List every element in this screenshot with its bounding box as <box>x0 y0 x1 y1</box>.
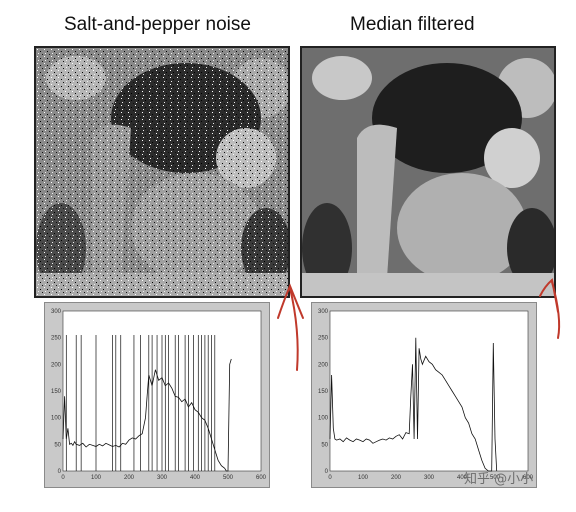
filtered-xtick-6: 600 <box>523 475 534 481</box>
noisy-xtick-6: 600 <box>256 475 267 481</box>
filtered-ytick-6: 300 <box>318 309 329 315</box>
filtered-ytick-0: 0 <box>325 469 329 475</box>
filtered-peppers-illustration <box>302 48 554 296</box>
filtered-ytick-3: 150 <box>318 389 329 395</box>
filtered-ytick-4: 200 <box>318 362 329 368</box>
noisy-xtick-1: 100 <box>91 475 102 481</box>
filtered-ytick-1: 50 <box>321 442 328 448</box>
noisy-profile-plot-frame: 0 100 200 300 400 500 600 0 50 100 150 200 250 300 <box>44 302 270 488</box>
noisy-profile-line <box>62 358 232 472</box>
red-arrow-left <box>277 283 304 371</box>
noisy-xtick-0: 0 <box>61 475 65 481</box>
filtered-xtick-5: 500 <box>490 475 501 481</box>
filtered-xtick-0: 0 <box>328 475 332 481</box>
noisy-ytick-5: 250 <box>51 336 62 342</box>
filtered-ytick-2: 100 <box>318 416 329 422</box>
title-salt-and-pepper: Salt-and-pepper noise <box>64 14 251 35</box>
filtered-plot-area <box>329 310 529 472</box>
watermark: 知乎 @小小 <box>464 472 534 487</box>
noisy-xtick-3: 300 <box>157 475 168 481</box>
noisy-ytick-0: 0 <box>58 469 62 475</box>
noisy-ytick-2: 100 <box>51 416 62 422</box>
filtered-xtick-3: 300 <box>424 475 435 481</box>
filtered-profile-plot-frame: 0 100 200 300 400 500 600 0 50 100 150 200 250 300 <box>311 302 537 488</box>
filtered-xtick-1: 100 <box>358 475 369 481</box>
noisy-xtick-4: 400 <box>190 475 201 481</box>
filtered-profile-plot: 0 100 200 300 400 500 600 0 50 100 150 200 250 300 <box>318 309 534 481</box>
filtered-xtick-4: 400 <box>457 475 468 481</box>
noisy-xtick-5: 500 <box>223 475 234 481</box>
filtered-xtick-2: 200 <box>391 475 402 481</box>
noisy-profile-plot: 0 100 200 300 400 500 600 0 50 100 150 200 250 300 <box>51 309 267 481</box>
title-median-filtered: Median filtered <box>350 14 475 35</box>
noisy-peppers-illustration <box>36 48 288 296</box>
noisy-ytick-3: 150 <box>51 389 62 395</box>
noisy-ytick-6: 300 <box>51 309 62 315</box>
noisy-ytick-1: 50 <box>54 442 61 448</box>
noisy-xtick-2: 200 <box>124 475 135 481</box>
noisy-ytick-4: 200 <box>51 362 62 368</box>
filtered-peppers-image <box>300 46 556 298</box>
noisy-peppers-image <box>34 46 290 298</box>
filtered-profile-line <box>329 337 498 472</box>
filtered-ytick-5: 250 <box>318 336 329 342</box>
